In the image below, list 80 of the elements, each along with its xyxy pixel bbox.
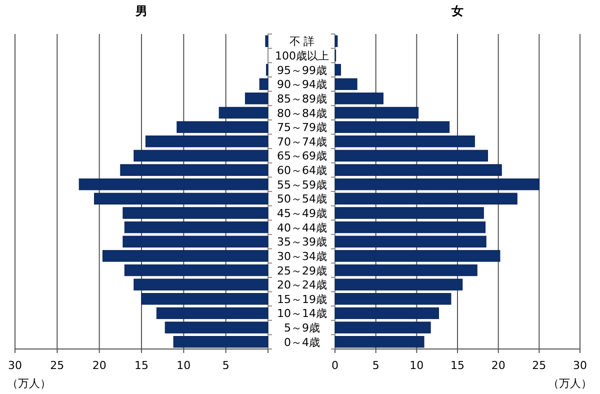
- bar: [334, 121, 450, 133]
- bar: [334, 278, 463, 290]
- y-tick-label: 10～14歳: [277, 307, 327, 320]
- x-tick-label: 25: [50, 359, 64, 372]
- x-tick-label: 10: [410, 359, 424, 372]
- bar: [265, 35, 268, 47]
- bar: [334, 236, 486, 248]
- bar: [334, 78, 358, 90]
- x-tick-label: 25: [532, 359, 546, 372]
- x-axis-title: （万人）: [548, 377, 592, 390]
- bar: [259, 78, 268, 90]
- y-tick-label: 80～84歳: [277, 106, 327, 120]
- bar: [134, 278, 268, 290]
- bar: [334, 92, 384, 104]
- y-tick-label: 20～24歳: [277, 278, 327, 292]
- bar: [334, 106, 419, 119]
- bar: [122, 236, 268, 248]
- x-tick-label: 5: [222, 359, 230, 372]
- bar: [334, 307, 439, 320]
- y-tick-label: 100歳以上: [275, 49, 329, 62]
- y-tick-label: 5～9歳: [284, 322, 320, 335]
- y-tick-label: 70～74歳: [277, 135, 327, 148]
- bar: [145, 136, 268, 148]
- x-tick-label: 30: [573, 359, 587, 372]
- bar: [334, 35, 338, 47]
- bar: [334, 336, 424, 348]
- x-tick-label: 20: [92, 359, 106, 372]
- bar: [334, 64, 341, 76]
- y-tick-label: 25～29歳: [277, 264, 327, 278]
- bar: [334, 250, 500, 262]
- chart-title: 女: [450, 4, 464, 18]
- x-tick-label: 5: [372, 359, 380, 372]
- y-tick-label: 85～89歳: [277, 92, 327, 106]
- y-tick-label: 55～59歳: [277, 178, 327, 192]
- y-tick-label: 15～19歳: [277, 292, 327, 306]
- y-tick-label: 60～64歳: [277, 164, 327, 178]
- x-axis-title: （万人）: [7, 377, 51, 390]
- bar: [156, 307, 268, 320]
- bar: [120, 164, 268, 176]
- bar: [102, 250, 268, 262]
- y-tick-label: 75～79歳: [277, 121, 327, 134]
- bar: [334, 150, 488, 162]
- bar: [176, 121, 268, 133]
- y-tick-label: 0～4歳: [284, 336, 320, 349]
- y-tick-label: 45～49歳: [277, 206, 327, 220]
- x-tick-label: 15: [450, 359, 464, 372]
- x-tick-label: 15: [134, 359, 148, 372]
- bar: [334, 136, 475, 148]
- bar: [173, 336, 268, 348]
- bar: [124, 264, 268, 276]
- bar: [164, 322, 268, 334]
- bar: [94, 192, 268, 204]
- x-tick-label: 0: [332, 359, 338, 372]
- y-tick-label: 95～99歳: [277, 64, 327, 77]
- chart-title: 男: [134, 4, 148, 18]
- bar: [124, 221, 268, 234]
- bar: [134, 150, 268, 162]
- y-tick-label: 40～44歳: [277, 221, 327, 234]
- bar: [78, 178, 268, 190]
- y-tick-label: 65～69歳: [277, 150, 327, 163]
- bar: [122, 207, 268, 219]
- bar: [334, 322, 431, 334]
- bar: [334, 207, 484, 219]
- bar: [334, 164, 502, 176]
- x-tick-label: 20: [491, 359, 506, 372]
- bar: [334, 192, 518, 204]
- y-tick-label: 不 詳: [289, 35, 315, 48]
- x-tick-label: 30: [8, 359, 22, 372]
- bar: [334, 264, 478, 276]
- bar: [141, 293, 268, 305]
- bar: [334, 293, 452, 305]
- bar: [334, 221, 486, 234]
- y-tick-label: 50～54歳: [277, 192, 327, 206]
- bar: [334, 178, 540, 190]
- y-tick-label: 35～39歳: [277, 236, 327, 249]
- bar: [244, 92, 268, 104]
- y-tick-label: 90～94歳: [277, 78, 327, 92]
- y-tick-label: 30～34歳: [277, 250, 327, 263]
- x-tick-label: 10: [176, 359, 191, 372]
- bar: [218, 106, 268, 119]
